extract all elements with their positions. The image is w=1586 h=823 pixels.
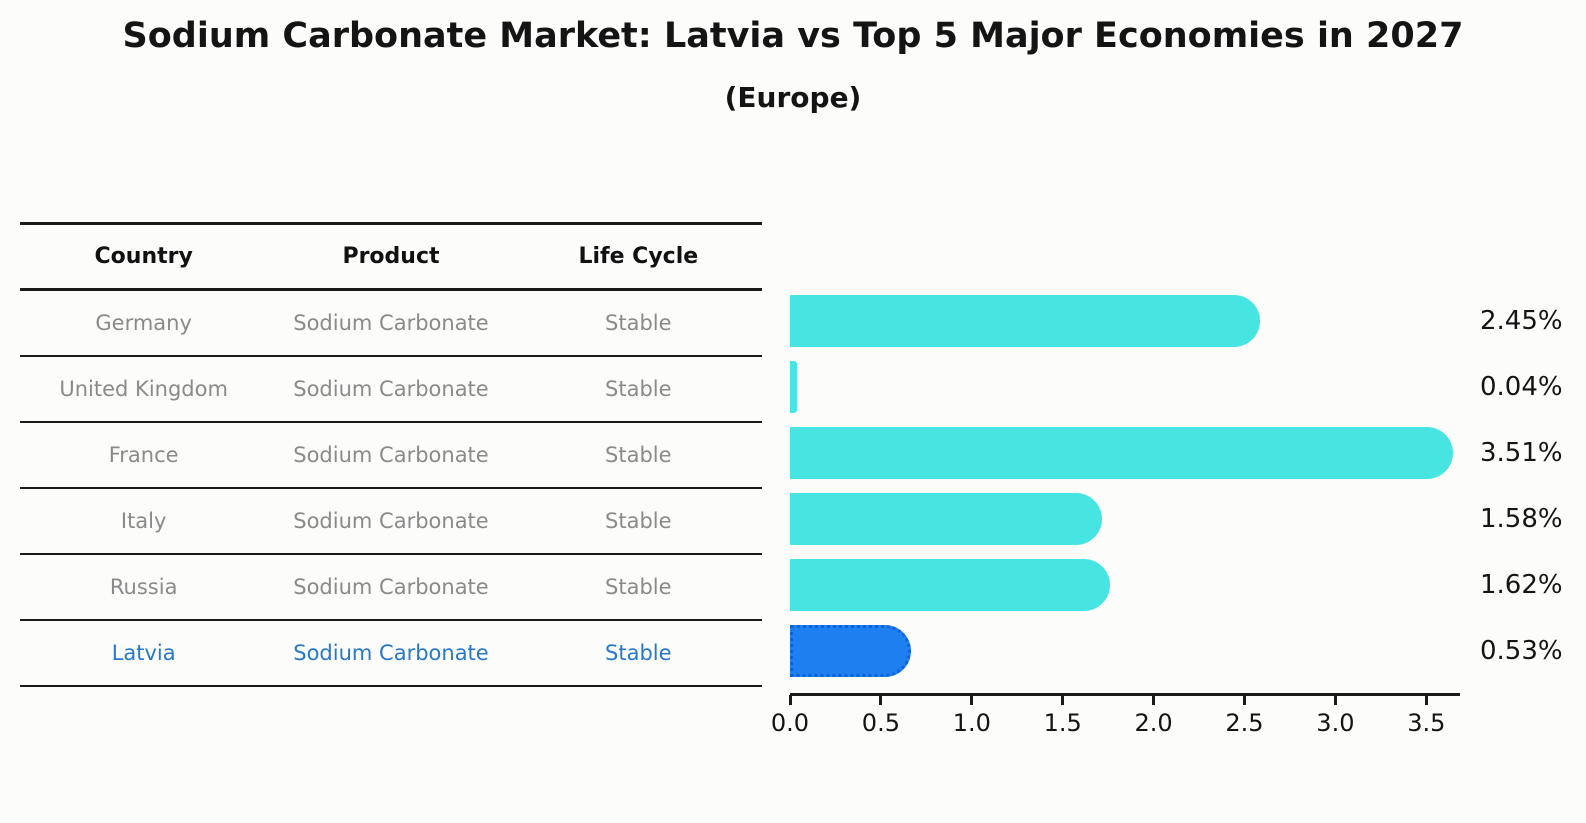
table-cell-product: Sodium Carbonate [293, 377, 489, 401]
table-row: Germany Sodium Carbonate Stable [20, 291, 762, 357]
bar-value-label: 1.62% [1480, 570, 1563, 600]
table-cell-country: Russia [109, 575, 178, 599]
table-row: Italy Sodium Carbonate Stable [20, 489, 762, 555]
table-cell-life-cycle: Stable [605, 641, 672, 665]
table-cell-product: Sodium Carbonate [293, 575, 489, 599]
table-header-country: Country [94, 244, 193, 269]
bar-value-label: 2.45% [1480, 306, 1563, 336]
bar-russia [790, 559, 1110, 611]
country-table: Country Product Life Cycle Germany Sodium… [20, 222, 762, 687]
x-axis-tick [1061, 695, 1065, 705]
table-header-product: Product [342, 244, 440, 269]
table-cell-product: Sodium Carbonate [293, 509, 489, 533]
table-row: France Sodium Carbonate Stable [20, 423, 762, 489]
bar-value-label: 3.51% [1480, 438, 1563, 468]
table-cell-life-cycle: Stable [605, 311, 672, 335]
x-axis-tick-label: 0.5 [861, 709, 900, 737]
bar-value-label: 0.04% [1480, 372, 1563, 402]
x-axis-tick [1333, 695, 1337, 705]
x-axis-tick [788, 695, 792, 705]
table-cell-country: Italy [120, 509, 167, 533]
x-axis-line [790, 693, 1460, 696]
table-cell-country: Latvia [111, 641, 176, 665]
table-cell-country: France [108, 443, 179, 467]
table-cell-country: United Kingdom [59, 377, 228, 401]
table-cell-life-cycle: Stable [605, 443, 672, 467]
table-cell-life-cycle: Stable [605, 509, 672, 533]
table-header-life-cycle: Life Cycle [578, 244, 699, 269]
x-axis-tick-label: 3.0 [1316, 709, 1355, 737]
x-axis-tick [1243, 695, 1246, 705]
x-axis-tick [879, 695, 883, 705]
table-cell-product: Sodium Carbonate [293, 641, 489, 665]
bar-value-label: 1.58% [1480, 504, 1563, 534]
table-row: Latvia Sodium Carbonate Stable [20, 621, 762, 687]
table-cell-product: Sodium Carbonate [293, 443, 489, 467]
table-header-row: Country Product Life Cycle [20, 225, 762, 291]
table-row: United Kingdom Sodium Carbonate Stable [20, 357, 762, 423]
x-axis-tick-label: 0.0 [770, 709, 810, 737]
x-axis-tick-label: 2.5 [1225, 709, 1264, 737]
bar-italy [790, 493, 1103, 545]
x-axis-tick [970, 695, 974, 705]
table-cell-product: Sodium Carbonate [293, 311, 489, 335]
table-cell-life-cycle: Stable [605, 377, 672, 401]
table-cell-life-cycle: Stable [605, 575, 672, 599]
x-axis-tick [1152, 695, 1156, 705]
x-axis-tick [1424, 695, 1428, 705]
x-axis-tick-label: 1.0 [952, 709, 991, 737]
bar-united-kingdom [790, 361, 798, 413]
x-axis-tick-label: 1.5 [1043, 709, 1082, 737]
bar-france [790, 427, 1454, 479]
table-cell-country: Germany [95, 311, 192, 335]
chart-subtitle: (Europe) [724, 81, 862, 114]
x-axis-tick-label: 2.0 [1134, 709, 1173, 737]
bar-value-label: 0.53% [1480, 636, 1563, 666]
x-axis-tick-label: 3.5 [1407, 709, 1446, 737]
bar-germany [790, 295, 1261, 347]
table-body: Germany Sodium Carbonate Stable United King… [20, 291, 762, 687]
chart-title: Sodium Carbonate Market: Latvia vs Top 5… [122, 16, 1464, 56]
table-row: Russia Sodium Carbonate Stable [20, 555, 762, 621]
bar-latvia [790, 625, 912, 677]
